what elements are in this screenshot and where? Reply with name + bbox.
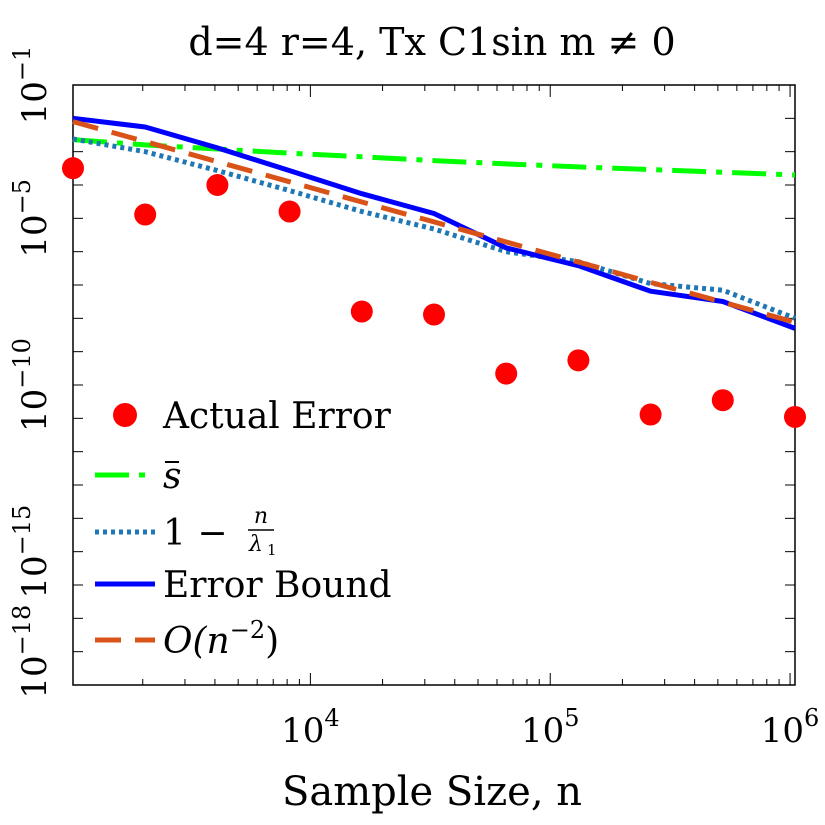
- series-layer: [62, 115, 806, 428]
- svg-text:λ: λ: [248, 532, 263, 557]
- legend-marker: [113, 403, 137, 427]
- legend-label: 1 −: [163, 513, 228, 554]
- actual-error-marker: [278, 200, 301, 223]
- svg-text:10−10: 10−10: [8, 338, 55, 432]
- legend-entry: Error Bound: [95, 565, 392, 606]
- svg-text:105: 105: [521, 704, 580, 751]
- actual-error-marker: [206, 174, 229, 196]
- legend-entry: Actual Error: [113, 396, 392, 437]
- actual-error-marker: [784, 405, 806, 428]
- legend-label: s: [163, 456, 181, 497]
- legend-label: Error Bound: [163, 565, 392, 606]
- actual-error-marker: [567, 349, 590, 372]
- tick-label: 10−10: [8, 338, 55, 432]
- chart-title: d=4 r=4, Tx C1sin m ≠ 0: [188, 20, 675, 64]
- tick-label: 10−15: [8, 505, 55, 599]
- tick-label: 105: [521, 704, 580, 751]
- axis-ticks: [73, 84, 795, 686]
- tick-label: 10−5: [8, 179, 55, 258]
- actual-error-marker: [350, 300, 373, 323]
- svg-text:10−15: 10−15: [8, 505, 55, 599]
- series-line-4: [72, 119, 796, 325]
- tick-label: 104: [281, 704, 340, 751]
- actual-error-marker: [639, 403, 662, 426]
- svg-text:n: n: [254, 504, 268, 529]
- tick-labels: 104 105 106 10−1 10−5 10−10 10−15 10−18: [8, 46, 819, 751]
- legend-label: O(n−2): [163, 616, 279, 662]
- legend-entry: O(n−2): [95, 616, 279, 662]
- svg-text:106: 106: [761, 704, 820, 751]
- svg-text:10−1: 10−1: [8, 46, 55, 125]
- actual-error-marker: [134, 203, 157, 226]
- tick-label: 106: [761, 704, 820, 751]
- series-line-1: [72, 137, 796, 178]
- actual-error-marker: [62, 157, 84, 180]
- legend-label: Actual Error: [162, 396, 392, 437]
- svg-text:10−18: 10−18: [8, 605, 55, 699]
- tick-label: 10−1: [8, 46, 55, 125]
- tick-label: 10−18: [8, 605, 55, 699]
- svg-text:1: 1: [267, 541, 277, 559]
- x-axis-label: Sample Size, n: [282, 769, 582, 815]
- actual-error-marker: [423, 303, 445, 326]
- series-line-2: [72, 136, 796, 321]
- svg-text:104: 104: [281, 704, 340, 751]
- legend-entry: s: [95, 456, 181, 497]
- svg-text:10−5: 10−5: [8, 179, 55, 258]
- actual-error-marker: [711, 389, 734, 412]
- legend: Actual Error s 1 − nλ 1 Error Bound O(n−2): [95, 396, 392, 662]
- actual-error-marker: [495, 362, 518, 385]
- series-line-3: [72, 115, 796, 331]
- legend-entry: 1 − nλ 1: [95, 504, 277, 559]
